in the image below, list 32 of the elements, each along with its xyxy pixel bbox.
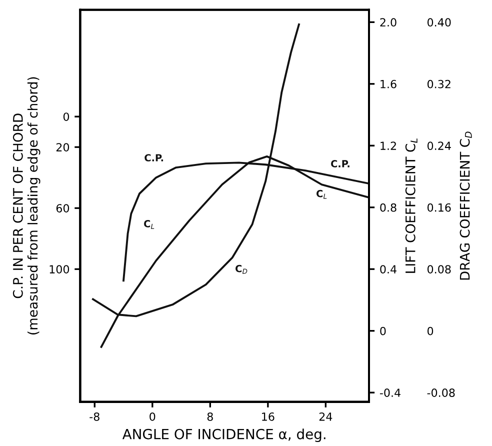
y2-tick-label: 1.2	[380, 142, 396, 150]
y2-tick-label: -0.4	[380, 388, 400, 397]
y-tick-label: 60	[56, 204, 70, 212]
y-tick-label: 0	[63, 112, 70, 121]
y3-tick-label: 0.08	[427, 265, 451, 274]
y2-tick-label: 0.4	[380, 265, 396, 274]
y-tick-label: 100	[50, 265, 70, 274]
series-label: C.P.	[331, 160, 350, 168]
y3-tick-label: 0.32	[427, 80, 450, 88]
y3-tick-label: 0.16	[427, 203, 451, 212]
y2-tick-label: 2.0	[380, 18, 396, 27]
text: C.P.	[144, 154, 164, 162]
x-tick-label: -8	[90, 412, 100, 421]
x-tick-label: 8	[207, 412, 213, 421]
y-tick-label: 20	[56, 143, 70, 152]
text: C$_{L}$	[144, 220, 154, 229]
y2-tick-label: 0	[380, 326, 386, 336]
y3-tick-label: 0.40	[427, 18, 451, 27]
y3-tick-label: 0.24	[427, 142, 451, 150]
y2-tick-label: 0.8	[380, 203, 396, 212]
y2-axis-title: LIFT COEFFICIENT C$_{L}$	[405, 138, 418, 273]
x-tick-label: 0	[150, 412, 156, 421]
y-axis-title: C.P. IN PER CENT OF CHORD (measured from leading edge of chord)	[12, 77, 40, 334]
series-label: C$_{D}$	[236, 264, 248, 274]
y3-tick-label: 0	[427, 326, 434, 336]
x-tick-label: 16	[262, 412, 274, 421]
y3-tick-label: -0.08	[427, 388, 455, 397]
y2-tick-label: 1.6	[380, 80, 396, 88]
x-tick-label: 24	[319, 412, 332, 421]
series-label: C$_{L}$	[316, 190, 327, 199]
x-axis-title: ANGLE OF INCIDENCE α, deg.	[122, 428, 326, 442]
y3-axis-title: DRAG COEFFICIENT C$_{D}$	[460, 132, 472, 280]
